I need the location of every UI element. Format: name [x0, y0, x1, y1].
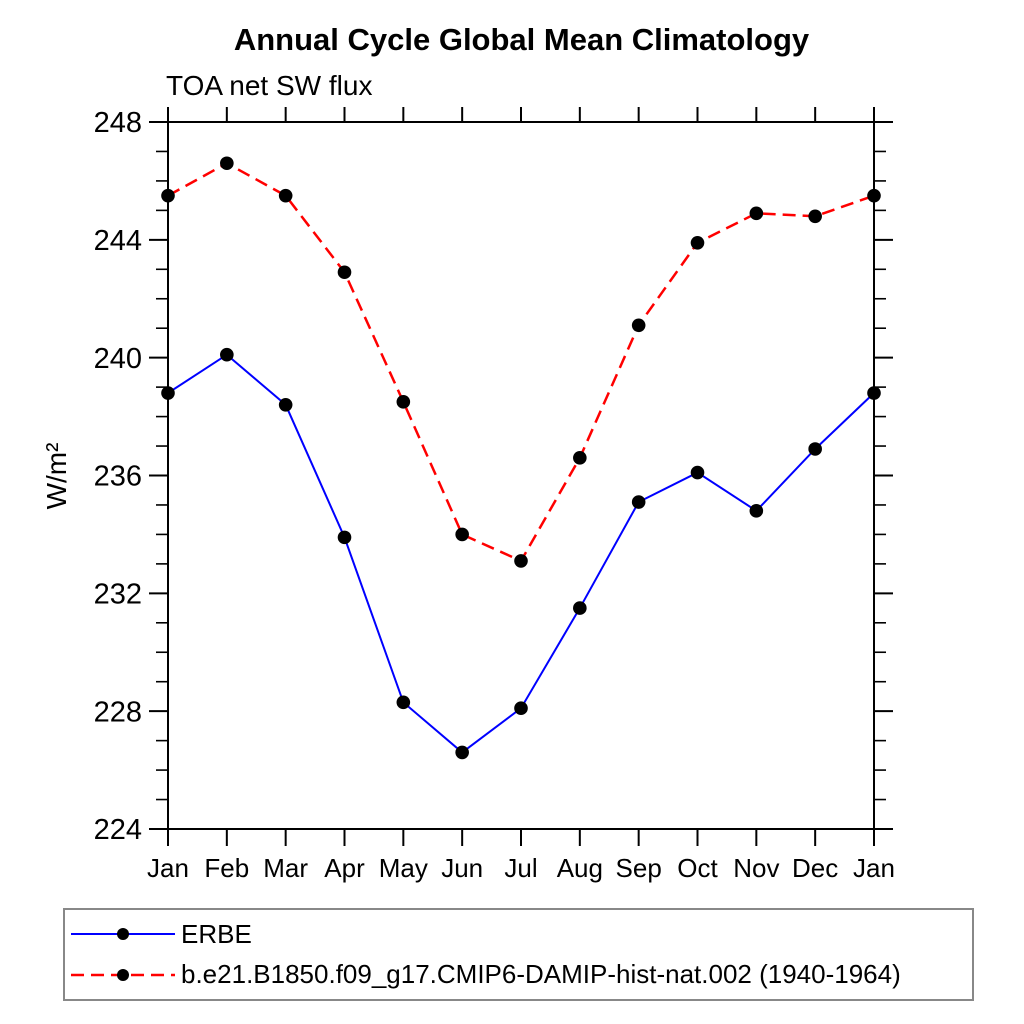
x-tick-label: Jun: [441, 853, 483, 883]
chart-title: Annual Cycle Global Mean Climatology: [233, 22, 810, 57]
data-point-marker: [396, 695, 411, 710]
legend-sample-model-line: [71, 968, 175, 981]
data-point-marker: [161, 386, 175, 400]
legend-marker-dot: [117, 968, 129, 981]
data-point-marker: [514, 701, 528, 716]
x-tick-label: Jul: [504, 853, 537, 883]
x-tick-label: Nov: [733, 853, 779, 883]
x-tick-label: Jan: [853, 853, 895, 883]
data-point-marker: [808, 209, 822, 224]
data-point-marker: [455, 745, 469, 760]
data-point-marker: [808, 442, 822, 456]
data-point-marker: [690, 465, 705, 480]
data-point-marker: [220, 156, 234, 171]
data-point-marker: [514, 554, 528, 568]
data-point-marker: [396, 395, 411, 409]
legend-item-model: b.e21.B1850.f09_g17.CMIP6-DAMIP-hist-nat…: [68, 956, 972, 994]
data-point-marker: [573, 451, 587, 465]
y-tick-label: 244: [94, 225, 142, 257]
data-point-marker: [749, 504, 764, 518]
data-point-marker: [455, 527, 469, 542]
legend-item-erbe: ERBE: [68, 915, 972, 953]
data-point-marker: [337, 530, 352, 545]
x-tick-label: Sep: [616, 853, 662, 883]
series-line-erbe: [167, 353, 875, 754]
data-point-marker: [867, 188, 881, 203]
data-point-marker: [631, 318, 646, 333]
x-tick-label: Feb: [204, 853, 249, 883]
data-point-marker: [278, 188, 293, 203]
x-tick-label: Oct: [677, 853, 718, 883]
x-tick-label: Mar: [263, 853, 308, 883]
plot-frame: [167, 121, 875, 830]
y-tick-label: 236: [94, 461, 142, 493]
legend: ERBE b.e21.B1850.f09_g17.CMIP6-DAMIP-his…: [63, 908, 974, 1001]
data-point-marker: [867, 386, 881, 400]
y-tick-label: 248: [94, 107, 142, 139]
x-tick-label: May: [379, 853, 428, 883]
x-tick-label: Aug: [557, 853, 603, 883]
y-tick-label: 228: [94, 696, 142, 728]
data-point-marker: [161, 188, 175, 203]
legend-label-model: b.e21.B1850.f09_g17.CMIP6-DAMIP-hist-nat…: [181, 959, 901, 990]
data-point-marker: [749, 206, 764, 221]
y-tick-label: 224: [94, 814, 142, 846]
legend-marker-dot: [117, 928, 129, 941]
chart-subtitle: TOA net SW flux: [166, 70, 373, 101]
data-point-marker: [631, 495, 646, 509]
data-point-marker: [690, 235, 705, 250]
legend-label-erbe: ERBE: [181, 918, 252, 949]
legend-sample-erbe-line: [71, 928, 175, 941]
data-point-marker: [337, 265, 352, 280]
y-tick-label: 232: [94, 578, 142, 610]
x-tick-label: Dec: [792, 853, 838, 883]
y-tick-label: 240: [94, 343, 142, 375]
x-tick-label: Jan: [147, 853, 189, 883]
x-tick-label: Apr: [324, 853, 365, 883]
series-line-model: [167, 161, 875, 563]
data-point-marker: [220, 347, 234, 362]
data-point-marker: [278, 398, 293, 412]
data-point-marker: [573, 601, 587, 615]
